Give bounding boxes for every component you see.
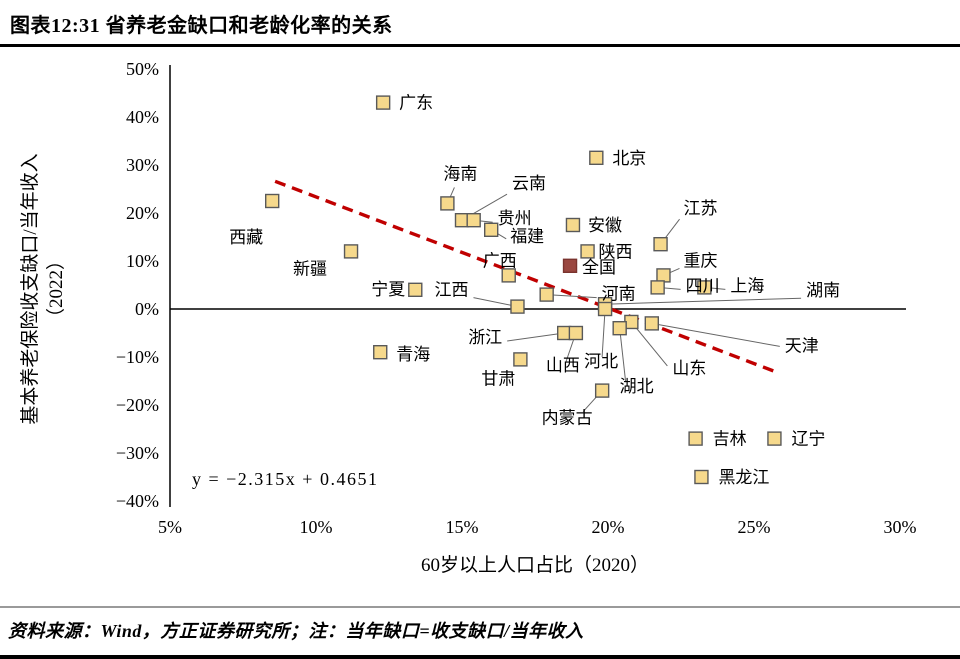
data-point-北京 <box>589 150 604 166</box>
data-point-广西 <box>501 268 516 283</box>
data-point-四川 <box>650 280 665 295</box>
y-tick-label: 10% <box>126 251 159 271</box>
point-label-广东: 广东 <box>399 94 433 113</box>
data-point-河北 <box>597 301 613 317</box>
data-point-福建 <box>484 222 499 238</box>
scatter-chart: 50% 40% 30% 20% 10% 0% −10% −20% −30% −40% 5% 10% 15… <box>0 47 960 581</box>
data-point-天津 <box>644 316 659 331</box>
point-label-广西: 广西 <box>483 251 517 270</box>
chart-canvas: 50% 40% 30% 20% 10% 0% −10% −20% −30% −40% 5% 10% 15… <box>19 59 917 576</box>
chart-header: 图表12:31 省养老金缺口和老龄化率的关系 <box>0 0 960 47</box>
point-label-甘肃: 甘肃 <box>481 369 515 388</box>
data-point-重庆 <box>656 268 671 283</box>
x-tick-label: 10% <box>300 517 333 537</box>
point-label-江西: 江西 <box>434 281 468 300</box>
point-label-四川: 四川 <box>686 276 720 295</box>
data-point-湖北 <box>612 321 627 336</box>
point-label-青海: 青海 <box>396 345 430 364</box>
y-tick-label: 0% <box>135 299 159 319</box>
x-tick-label: 15% <box>446 517 479 537</box>
x-tick-label: 5% <box>158 517 182 537</box>
data-point-甘肃 <box>513 352 528 367</box>
point-label-福建: 福建 <box>510 227 544 246</box>
point-label-江苏: 江苏 <box>684 199 718 218</box>
point-label-河北: 河北 <box>584 352 618 371</box>
point-label-北京: 北京 <box>612 149 646 168</box>
label-leader-line <box>601 308 606 358</box>
data-point-吉林 <box>688 431 703 446</box>
y-tick-label: 30% <box>126 155 159 175</box>
point-label-西藏: 西藏 <box>229 228 263 247</box>
point-label-湖北: 湖北 <box>620 377 654 396</box>
label-leader-line <box>605 297 802 305</box>
y-tick-label: −40% <box>116 491 159 511</box>
data-point-陕西 <box>580 244 595 259</box>
point-label-内蒙古: 内蒙古 <box>542 409 593 428</box>
point-label-云南: 云南 <box>512 174 546 193</box>
chart-title: 图表12:31 省养老金缺口和老龄化率的关系 <box>10 15 393 37</box>
data-point-广东 <box>375 95 391 110</box>
data-point-贵州 <box>466 212 481 228</box>
y-tick-label: −20% <box>116 395 159 415</box>
point-label-海南: 海南 <box>443 164 477 183</box>
data-point-内蒙古 <box>594 383 610 398</box>
data-point-上海 <box>697 280 712 295</box>
point-label-上海: 上海 <box>730 276 764 295</box>
data-point-安徽 <box>565 217 581 233</box>
label-leader-line <box>507 332 565 342</box>
x-tick-label: 30% <box>884 517 917 537</box>
data-point-全国 <box>562 258 578 274</box>
label-leader-line <box>546 294 597 299</box>
y-tick-label: −10% <box>116 347 159 367</box>
point-label-河南: 河南 <box>602 285 636 304</box>
data-point-黑龙江 <box>694 469 709 485</box>
point-label-重庆: 重庆 <box>683 251 717 270</box>
data-point-青海 <box>373 345 388 360</box>
data-point-西藏 <box>265 193 280 209</box>
y-tick-label: 40% <box>126 107 159 127</box>
label-leader-line <box>630 321 668 367</box>
point-label-山东: 山东 <box>672 359 706 378</box>
point-label-吉林: 吉林 <box>713 430 747 449</box>
y-axis-title-sub: （2022） <box>45 251 67 327</box>
point-label-安徽: 安徽 <box>588 216 622 235</box>
y-tick-label: −30% <box>116 443 159 463</box>
label-leader-line <box>473 297 518 308</box>
y-axis-title: 基本养老保险收支缺口/当年收入 <box>19 153 41 424</box>
point-label-宁夏: 宁夏 <box>371 280 405 299</box>
x-tick-label: 20% <box>592 517 625 537</box>
point-label-山西: 山西 <box>546 356 580 375</box>
point-label-全国: 全国 <box>582 258 616 277</box>
point-label-贵州: 贵州 <box>498 209 532 228</box>
source-bar: 资料来源：Wind，方正证券研究所；注：当年缺口=收支缺口/当年收入 <box>0 606 960 659</box>
x-tick-label: 25% <box>738 517 771 537</box>
data-point-海南 <box>440 196 455 211</box>
point-label-陕西: 陕西 <box>599 242 633 261</box>
point-label-湖南: 湖南 <box>806 281 840 300</box>
data-point-辽宁 <box>767 431 782 446</box>
point-label-黑龙江: 黑龙江 <box>718 468 769 487</box>
trend-equation: y = −2.315x + 0.4651 <box>192 469 378 489</box>
x-axis-title: 60岁以上人口占比（2020） <box>421 554 649 576</box>
point-label-新疆: 新疆 <box>293 259 327 278</box>
label-leader-line <box>651 322 780 347</box>
label-leader-line <box>619 328 627 383</box>
data-point-宁夏 <box>408 282 423 298</box>
point-label-浙江: 浙江 <box>468 328 502 347</box>
point-label-辽宁: 辽宁 <box>791 430 825 449</box>
data-point-河南 <box>539 287 554 302</box>
data-point-新疆 <box>343 244 359 259</box>
point-label-天津: 天津 <box>785 336 819 355</box>
y-tick-label: 50% <box>126 59 159 79</box>
data-point-山西 <box>568 325 584 341</box>
data-point-江苏 <box>653 236 668 252</box>
data-point-江西 <box>510 299 525 314</box>
source-note: 资料来源：Wind，方正证券研究所；注：当年缺口=收支缺口/当年收入 <box>8 621 584 641</box>
y-tick-label: 20% <box>126 203 159 223</box>
